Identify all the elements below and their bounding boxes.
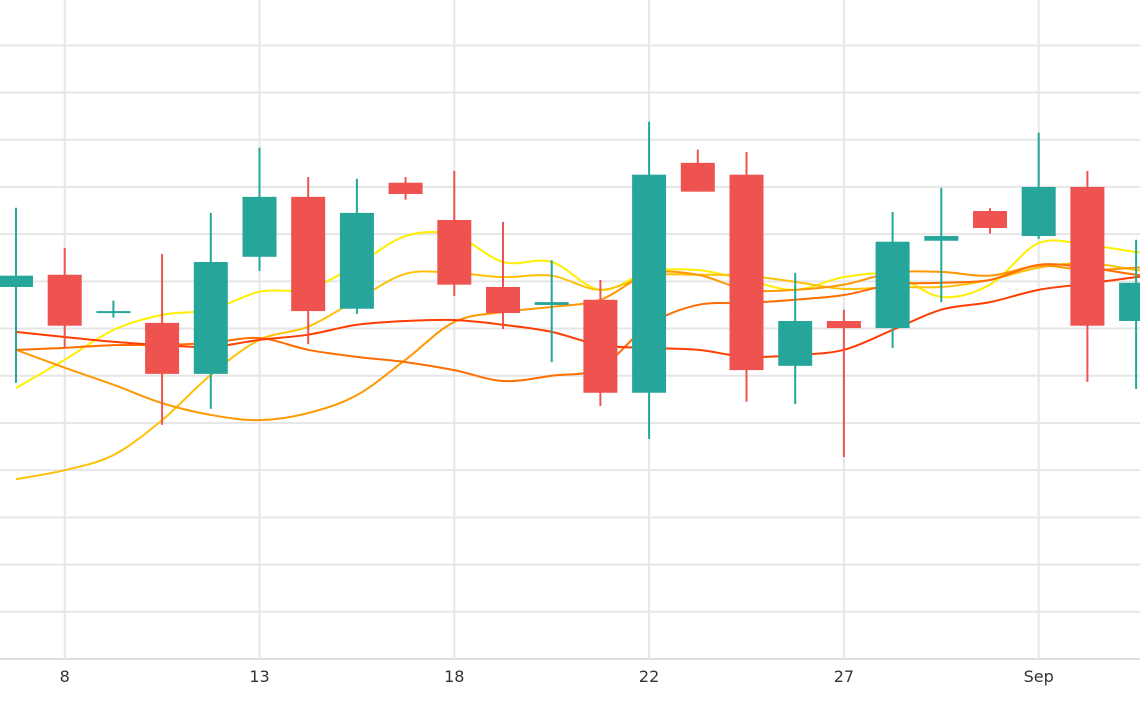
candle-body <box>437 219 472 285</box>
candle-down <box>1070 170 1105 382</box>
x-tick-label: Sep <box>1024 667 1054 686</box>
x-tick-label: 18 <box>444 667 464 686</box>
candle-body <box>47 274 82 326</box>
candle-body <box>242 196 277 257</box>
x-axis-ticks: 8 13 18 22 27 Sep <box>60 667 1054 686</box>
candle-down <box>729 152 764 402</box>
candle-up <box>1119 239 1140 389</box>
candle-up <box>242 147 277 271</box>
candle-up <box>924 187 959 303</box>
moving-average-line-ma-2 <box>15 261 1140 481</box>
candles <box>0 121 1140 457</box>
candle-up <box>0 207 33 383</box>
candle-up <box>96 300 131 318</box>
candle-down <box>47 247 82 348</box>
candle-body <box>729 174 764 371</box>
candle-body <box>388 182 423 195</box>
candle-up <box>339 178 374 314</box>
x-tick-label: 8 <box>60 667 70 686</box>
candle-body <box>778 321 813 366</box>
candle-up <box>193 212 228 409</box>
candle-body <box>826 321 861 329</box>
candle-up <box>534 260 569 363</box>
candle-up <box>632 121 667 440</box>
candle-body <box>145 322 180 374</box>
candle-body <box>486 287 520 313</box>
candle-down <box>145 253 180 425</box>
candle-body <box>1021 186 1056 237</box>
candle-down <box>388 177 423 200</box>
candle-down <box>437 170 472 296</box>
candle-down <box>486 221 520 330</box>
candle-down <box>680 149 715 192</box>
candle-body <box>193 261 228 374</box>
x-tick-label: 27 <box>834 667 854 686</box>
candle-body <box>96 311 131 314</box>
x-tick-label: 22 <box>639 667 659 686</box>
x-tick-label: 13 <box>249 667 269 686</box>
candle-body <box>339 212 374 309</box>
candle-down <box>826 309 861 457</box>
moving-average-line-ma-3 <box>15 264 1140 422</box>
candle-body <box>924 236 959 241</box>
candle-up <box>778 272 813 405</box>
candle-body <box>291 196 326 312</box>
candle-up <box>1021 132 1056 239</box>
candle-body <box>1119 282 1140 322</box>
candle-body <box>680 162 715 192</box>
candle-body <box>1070 186 1105 326</box>
moving-average-line-ma-1 <box>15 231 1140 389</box>
candle-up <box>875 211 910 348</box>
candle-body <box>973 211 1007 229</box>
candle-body <box>0 275 33 288</box>
candle-body <box>583 299 618 393</box>
candle-body <box>875 241 910 329</box>
candle-down <box>291 177 326 345</box>
candle-down <box>583 279 618 406</box>
candle-body <box>632 174 667 393</box>
candle-body <box>534 302 569 305</box>
moving-averages <box>15 231 1140 481</box>
candle-down <box>973 208 1007 234</box>
